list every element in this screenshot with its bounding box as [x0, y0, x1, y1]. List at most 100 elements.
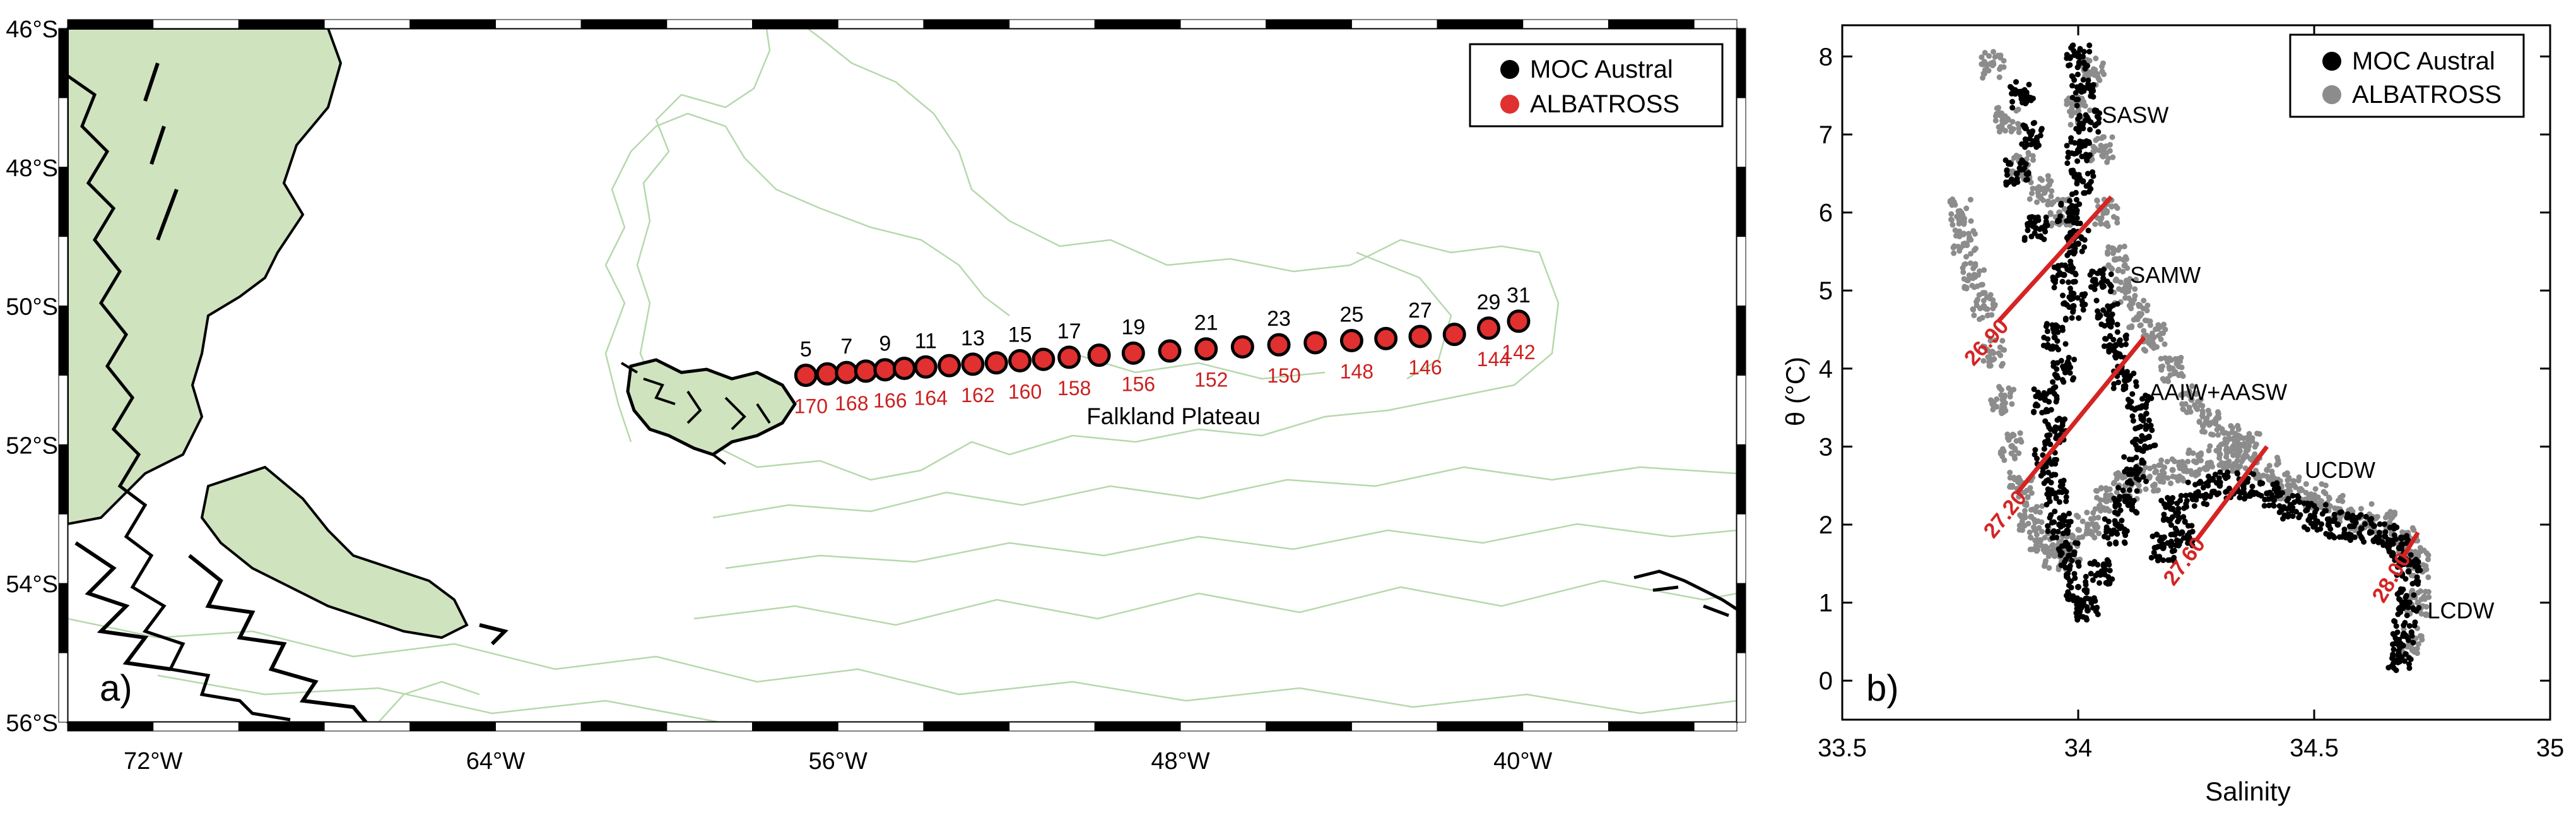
ts-point	[2042, 558, 2049, 564]
ts-point	[2037, 226, 2043, 232]
ts-point	[1969, 282, 1975, 289]
ts-point	[2273, 480, 2279, 487]
graticule-band-left	[58, 652, 68, 723]
ts-point	[2081, 244, 2088, 250]
ts-point	[2129, 413, 2136, 419]
ts-point	[2049, 220, 2056, 227]
ts-point	[2161, 511, 2167, 518]
ts-point	[2204, 501, 2210, 508]
ts-point	[2397, 556, 2403, 562]
graticule-band-bottom	[1437, 722, 1524, 732]
ts-point	[2100, 561, 2107, 568]
ts-point	[2350, 517, 2356, 523]
graticule-band-top	[1266, 19, 1352, 29]
ts-point	[2094, 488, 2100, 494]
ts-point	[2121, 243, 2127, 249]
ts-point	[2064, 97, 2070, 104]
ts-point	[2173, 527, 2180, 533]
ts-point	[2047, 515, 2053, 521]
ts-point	[1998, 392, 2004, 398]
ts-point	[2065, 154, 2071, 160]
ts-point	[1961, 283, 1968, 290]
ts-point	[2210, 475, 2216, 482]
ts-point	[2056, 425, 2062, 431]
moc-station-label: 27	[1408, 299, 1432, 323]
graticule-band-right	[1736, 513, 1746, 584]
isopycnal-line	[1996, 195, 2113, 324]
ts-point	[2266, 503, 2272, 509]
ts-point	[2033, 548, 2040, 554]
bathymetry-contour	[604, 112, 1010, 443]
ts-point	[2120, 487, 2126, 494]
ts-point	[2051, 264, 2057, 270]
ts-point	[2093, 56, 2099, 62]
ts-point	[2245, 437, 2251, 443]
ts-point	[2410, 646, 2416, 652]
graticule-band-left	[58, 28, 68, 98]
ts-point	[2425, 589, 2432, 595]
albatross-station-label: 166	[873, 390, 907, 412]
ts-point	[2060, 530, 2066, 537]
ts-point	[2326, 494, 2332, 501]
ts-point	[1956, 220, 1962, 227]
ts-point	[2153, 468, 2160, 474]
ts-point	[2338, 509, 2344, 515]
ts-point	[2085, 227, 2091, 234]
ts-point	[1985, 68, 1992, 74]
ts-point	[1999, 453, 2006, 460]
ts-point	[2254, 431, 2261, 437]
ts-point	[2073, 172, 2079, 178]
ts-point	[2107, 580, 2113, 586]
ts-point	[2011, 181, 2017, 187]
ts-point	[2261, 503, 2267, 509]
ts-point	[2081, 602, 2087, 608]
albatross-station-label: 152	[1194, 369, 1228, 391]
ts-point	[2050, 542, 2056, 548]
bathymetry-contours	[68, 28, 1737, 722]
ts-point	[2047, 491, 2053, 497]
y-tick-label: 8	[1819, 43, 1833, 71]
ts-point	[2122, 385, 2129, 391]
ts-point	[1960, 212, 1966, 218]
ts-point	[2397, 597, 2403, 603]
ts-point	[2069, 150, 2075, 157]
land-coastline-fjords	[68, 74, 291, 722]
water-mass-label: SASW	[2102, 102, 2168, 128]
ts-point	[2058, 357, 2064, 364]
ts-point	[2093, 137, 2099, 143]
ts-point	[2274, 461, 2280, 468]
water-mass-label: AAIW+AASW	[2149, 379, 2287, 405]
ts-point	[2223, 430, 2229, 436]
ts-point	[2266, 463, 2273, 469]
ts-point	[2186, 392, 2192, 398]
ts-point	[2025, 150, 2032, 156]
ts-point	[2044, 321, 2050, 327]
ts-point	[2086, 42, 2093, 49]
ts-point	[2053, 495, 2059, 501]
ts-point	[2083, 615, 2090, 621]
ts-point	[2033, 532, 2040, 538]
ts-point	[2129, 405, 2135, 411]
ts-point	[2067, 258, 2074, 265]
ts-point	[2223, 445, 2230, 451]
ts-point	[1996, 384, 2003, 390]
ts-point	[2098, 63, 2105, 69]
ts-point	[2057, 479, 2064, 485]
ts-point	[2074, 598, 2081, 604]
water-mass-labels: SASW SAMW AAIW+AASW UCDW LCDW	[2102, 102, 2494, 623]
station-marker	[1442, 323, 1466, 347]
ts-point	[2100, 307, 2107, 313]
ts-point	[2229, 429, 2235, 436]
ts-point	[2074, 614, 2080, 620]
ts-point	[2217, 469, 2223, 475]
ts-point	[2089, 268, 2095, 275]
ts-point	[2050, 275, 2057, 281]
ts-point	[2132, 425, 2139, 432]
ts-point	[2003, 157, 2009, 164]
ts-point	[2021, 235, 2028, 241]
ts-point	[2096, 116, 2102, 122]
ts-point	[2082, 66, 2088, 72]
station-marker	[854, 359, 878, 383]
ts-point	[1994, 396, 2000, 402]
ts-point	[2088, 179, 2094, 185]
